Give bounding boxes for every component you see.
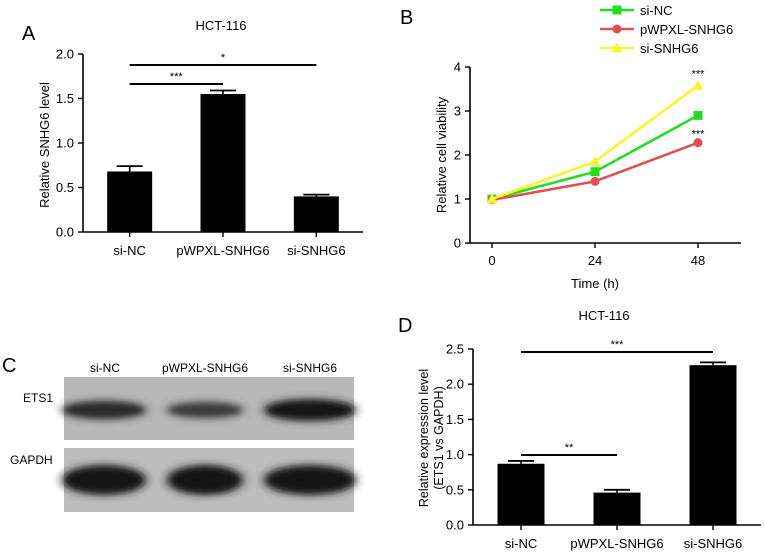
blot-lane-label-si-nc: si-NC: [90, 361, 120, 375]
a-x-tick-label-si-snhg6: si-SNHG6: [287, 243, 346, 258]
blot-lane-label-si-snhg6: si-SNHG6: [283, 361, 337, 375]
d-bar-si-nc: [497, 463, 545, 525]
b-legend-marker-pwpxl-snhg6: [612, 24, 622, 34]
b-point-pwpxl-snhg6: [693, 138, 703, 148]
d-y-tick-label: 2.0: [446, 377, 464, 392]
b-annotation-bottom: ***: [692, 128, 706, 140]
panel-b-x-axis-label: Time (h): [571, 276, 619, 291]
d-y-tick-label: 1.0: [446, 447, 464, 462]
panel-b-line-chart: Relative cell viability Time (h) 0 1 2 3 4 0 2…: [434, 3, 741, 291]
a-y-tick-label: 0.5: [56, 180, 74, 195]
panel-d-bar-chart: HCT-116 Relative expression level (ETS1 …: [417, 308, 761, 551]
panel-label-d: D: [398, 315, 412, 337]
panel-b-y-axis-label: Relative cell viability: [434, 96, 449, 213]
d-bar-pwpxl-snhg6: [593, 492, 641, 525]
panel-d-title: HCT-116: [578, 308, 629, 323]
a-significance-label: *: [221, 52, 226, 64]
b-y-tick-label: 4: [454, 60, 461, 75]
a-y-tick-label: 1.5: [56, 91, 74, 106]
b-y-tick-label: 2: [454, 148, 461, 163]
b-point-si-nc: [590, 167, 600, 177]
panel-d-y-axis-label-line1: Relative expression level: [417, 369, 431, 507]
b-x-tick-label: 48: [691, 253, 705, 268]
a-significance-label: ***: [170, 71, 184, 83]
panel-c-western-blot: si-NC pWPXL-SNHG6 si-SNHG6 ETS1 GAPDH: [10, 361, 359, 512]
a-x-tick-label-si-nc: si-NC: [113, 243, 146, 258]
panel-a-title: HCT-116: [195, 18, 246, 33]
a-bar-si-nc: [107, 171, 153, 232]
blot-band-ets1-pwpxl-snhg6: [170, 403, 240, 417]
d-significance-label: **: [565, 442, 574, 454]
panel-a-bar-chart: HCT-116 Relative SNHG6 level 0.0 0.5 1.0 1.…: [37, 18, 363, 258]
a-y-tick-label: 1.0: [56, 136, 74, 151]
b-point-si-snhg6: [589, 156, 601, 167]
b-legend-label-si-nc: si-NC: [640, 3, 673, 18]
panel-label-a: A: [22, 23, 36, 45]
a-bar-si-snhg6: [293, 196, 339, 232]
d-y-tick-label: 0.0: [446, 518, 464, 533]
panel-a-y-axis-label: Relative SNHG6 level: [37, 82, 52, 208]
b-point-si-snhg6: [486, 193, 498, 204]
d-significance-label: ***: [611, 339, 625, 351]
b-legend-label-si-snhg6: si-SNHG6: [640, 41, 699, 56]
b-point-pwpxl-snhg6: [590, 176, 600, 186]
blot-band-ets1-si-nc: [65, 402, 143, 418]
b-point-si-snhg6: [692, 79, 704, 90]
panel-d-y-axis-label-line2: (ETS1 vs GAPDH): [432, 386, 446, 490]
a-y-tick-label: 0.0: [56, 225, 74, 240]
b-x-tick-label: 24: [588, 253, 602, 268]
b-y-tick-label: 0: [454, 236, 461, 251]
panel-label-b: B: [400, 7, 413, 29]
blot-band-gapdh-pwpxl-snhg6: [170, 467, 240, 493]
b-legend-marker-si-nc: [612, 5, 622, 15]
d-y-tick-label: 0.5: [446, 482, 464, 497]
panel-label-c: C: [2, 355, 16, 377]
b-y-tick-label: 1: [454, 192, 461, 207]
a-x-tick-label-pwpxl-snhg6: pWPXL-SNHG6: [176, 243, 269, 258]
d-y-tick-label: 2.5: [446, 342, 464, 357]
blot-band-ets1-si-snhg6: [267, 401, 353, 419]
d-x-tick-label-si-nc: si-NC: [505, 536, 538, 551]
b-y-tick-label: 3: [454, 104, 461, 119]
blot-band-gapdh-si-nc: [65, 467, 143, 493]
blot-row-label-gapdh: GAPDH: [10, 453, 53, 467]
a-bar-pwpxl-snhg6: [200, 94, 246, 232]
blot-lane-label-pwpxl-snhg6: pWPXL-SNHG6: [162, 361, 248, 375]
b-legend-marker-si-snhg6: [611, 42, 623, 53]
b-point-si-nc: [693, 110, 703, 120]
d-x-tick-label-si-snhg6: si-SNHG6: [684, 536, 743, 551]
blot-row-label-ets1: ETS1: [23, 391, 53, 405]
d-y-tick-label: 1.5: [446, 412, 464, 427]
b-annotation-top: ***: [692, 68, 706, 80]
a-y-tick-label: 2.0: [56, 47, 74, 62]
d-x-tick-label-pwpxl-snhg6: pWPXL-SNHG6: [570, 536, 663, 551]
b-legend-label-pwpxl-snhg6: pWPXL-SNHG6: [640, 22, 733, 37]
b-x-tick-label: 0: [488, 253, 495, 268]
d-bar-si-snhg6: [689, 365, 737, 525]
blot-band-gapdh-si-snhg6: [267, 467, 353, 493]
